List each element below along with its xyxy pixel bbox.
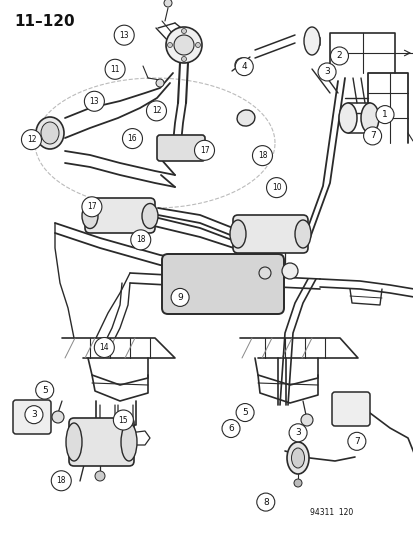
Ellipse shape — [230, 220, 245, 248]
Circle shape — [94, 337, 114, 358]
Circle shape — [105, 59, 125, 79]
Circle shape — [84, 91, 104, 111]
Circle shape — [281, 263, 297, 279]
Circle shape — [259, 267, 271, 279]
Text: 7: 7 — [353, 437, 359, 446]
Ellipse shape — [82, 204, 98, 229]
Circle shape — [252, 146, 272, 166]
Ellipse shape — [303, 27, 319, 55]
Text: 18: 18 — [257, 151, 266, 160]
Text: 5: 5 — [42, 386, 47, 394]
Ellipse shape — [41, 122, 59, 144]
Ellipse shape — [291, 448, 304, 468]
Circle shape — [164, 0, 171, 7]
Text: 2: 2 — [336, 52, 342, 60]
Circle shape — [146, 101, 166, 121]
Circle shape — [330, 47, 348, 65]
Circle shape — [181, 28, 186, 34]
Text: 13: 13 — [119, 31, 129, 39]
Text: 6: 6 — [228, 424, 233, 433]
Ellipse shape — [36, 117, 64, 149]
Circle shape — [156, 79, 164, 87]
Text: 4: 4 — [241, 62, 247, 71]
Circle shape — [375, 106, 393, 124]
Text: 3: 3 — [323, 68, 329, 76]
Circle shape — [256, 493, 274, 511]
Circle shape — [194, 140, 214, 160]
Circle shape — [288, 424, 306, 442]
Circle shape — [347, 432, 365, 450]
Text: 9: 9 — [177, 293, 183, 302]
Circle shape — [300, 414, 312, 426]
Text: 18: 18 — [136, 236, 145, 244]
Circle shape — [171, 288, 189, 306]
Circle shape — [173, 35, 194, 55]
FancyBboxPatch shape — [233, 215, 307, 253]
Text: 11–120: 11–120 — [14, 14, 74, 29]
Text: 5: 5 — [242, 408, 247, 417]
Circle shape — [317, 63, 335, 81]
Circle shape — [82, 197, 102, 217]
Circle shape — [131, 230, 150, 250]
Ellipse shape — [121, 423, 137, 461]
Circle shape — [235, 58, 248, 72]
Circle shape — [181, 56, 186, 61]
Text: 17: 17 — [87, 203, 97, 211]
Text: 17: 17 — [199, 146, 209, 155]
Circle shape — [113, 410, 133, 430]
Text: 1: 1 — [381, 110, 387, 119]
Text: 12: 12 — [152, 107, 161, 115]
Circle shape — [195, 43, 200, 47]
Text: 3: 3 — [31, 410, 37, 419]
Circle shape — [25, 406, 43, 424]
Circle shape — [167, 43, 172, 47]
Circle shape — [51, 471, 71, 491]
Text: 8: 8 — [262, 498, 268, 506]
Text: 94311  120: 94311 120 — [309, 508, 352, 517]
Ellipse shape — [286, 442, 308, 474]
FancyBboxPatch shape — [85, 198, 154, 233]
Text: 10: 10 — [271, 183, 281, 192]
FancyBboxPatch shape — [157, 135, 204, 161]
Circle shape — [221, 419, 240, 438]
Circle shape — [235, 58, 253, 76]
Circle shape — [266, 177, 286, 198]
Circle shape — [52, 411, 64, 423]
Text: 13: 13 — [89, 97, 99, 106]
Circle shape — [363, 127, 381, 145]
Ellipse shape — [338, 103, 356, 133]
FancyBboxPatch shape — [331, 392, 369, 426]
FancyBboxPatch shape — [69, 418, 134, 466]
Text: 7: 7 — [369, 132, 375, 140]
Text: 12: 12 — [27, 135, 36, 144]
FancyBboxPatch shape — [13, 400, 51, 434]
Text: 18: 18 — [57, 477, 66, 485]
Text: 15: 15 — [118, 416, 128, 424]
Text: 16: 16 — [127, 134, 137, 143]
Circle shape — [293, 479, 301, 487]
Circle shape — [21, 130, 41, 150]
Ellipse shape — [294, 220, 310, 248]
Circle shape — [36, 381, 54, 399]
Ellipse shape — [360, 103, 378, 133]
Circle shape — [166, 27, 202, 63]
Circle shape — [235, 403, 254, 422]
Text: 14: 14 — [99, 343, 109, 352]
Circle shape — [95, 471, 105, 481]
FancyBboxPatch shape — [161, 254, 283, 314]
Text: 3: 3 — [294, 429, 300, 437]
Ellipse shape — [66, 423, 82, 461]
Ellipse shape — [142, 204, 158, 229]
Ellipse shape — [237, 110, 254, 126]
Text: 11: 11 — [110, 65, 119, 74]
Circle shape — [114, 25, 134, 45]
Circle shape — [122, 128, 142, 149]
